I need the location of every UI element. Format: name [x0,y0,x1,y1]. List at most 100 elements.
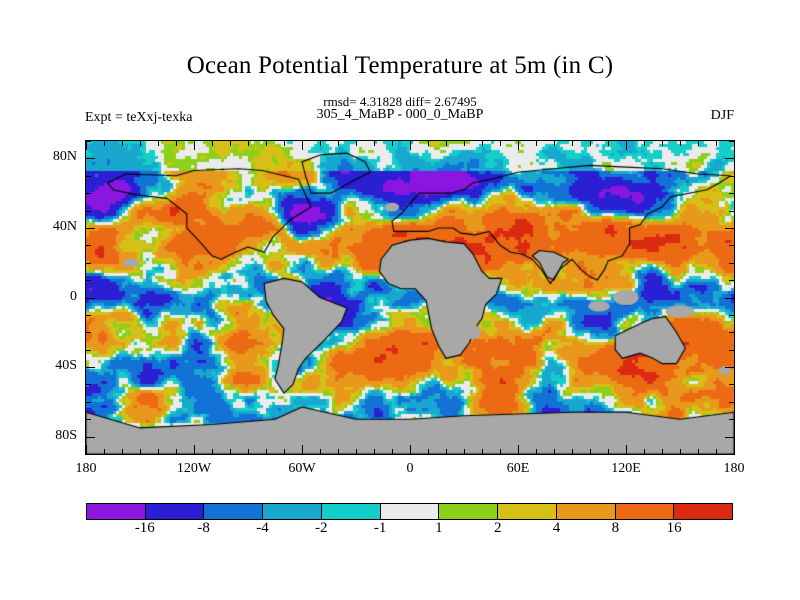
axis-tick [86,436,95,438]
axis-tick [626,445,627,454]
axis-tick [729,384,734,386]
axis-tick [86,401,91,403]
axis-tick [626,141,627,150]
season-label: DJF [710,108,734,123]
colorbar-swatch [204,504,264,519]
colorbar-swatch [556,504,616,519]
x-axis-label: 0 [406,461,414,476]
axis-tick [698,141,699,146]
axis-tick [392,449,393,454]
axis-tick [194,141,195,150]
axis-tick [464,449,465,454]
axis-tick [374,449,375,454]
axis-tick [729,314,734,316]
axis-tick [716,141,717,146]
colorbar-tick-label: -1 [373,520,387,536]
axis-tick [104,141,105,146]
colorbar-swatch [615,504,675,519]
axis-tick [536,449,537,454]
axis-tick [716,449,717,454]
axis-tick [86,419,91,421]
colorbar [86,503,733,520]
colorbar-tick-label: -16 [134,520,155,536]
axis-tick [86,245,91,247]
axis-tick [86,384,91,386]
axis-tick [725,297,734,299]
axis-tick [374,141,375,146]
experiment-label: Expt = teXxj-texka [85,110,193,125]
axis-tick [729,454,734,455]
axis-tick [572,141,573,146]
axis-tick [86,367,95,369]
x-axis-label: 120E [611,461,641,476]
axis-tick [86,227,95,229]
axis-tick [176,141,177,146]
axis-tick [230,449,231,454]
case-label: 305_4_MaBP - 000_0_MaBP [316,107,484,122]
axis-tick [446,449,447,454]
axis-tick [356,449,357,454]
axis-tick [554,141,555,146]
axis-tick [729,262,734,264]
colorbar-tick-label: -2 [315,520,328,536]
axis-tick [338,141,339,146]
y-axis-label: 80S [55,427,77,443]
colorbar-swatch [145,504,205,519]
axis-tick [536,141,537,146]
axis-tick [729,210,734,212]
axis-tick [725,436,734,438]
axis-tick [500,141,501,146]
axis-tick [86,141,87,150]
axis-tick [248,141,249,146]
x-axis-label: 180 [75,461,97,476]
axis-tick [572,449,573,454]
axis-tick [176,449,177,454]
map-plot-area [85,140,735,455]
axis-tick [725,367,734,369]
axis-tick [734,445,735,454]
axis-tick [104,449,105,454]
axis-tick [86,332,91,334]
axis-tick [86,280,91,282]
axis-tick [302,445,303,454]
axis-tick [86,175,91,177]
x-axis-label: 180 [723,461,745,476]
axis-tick [266,449,267,454]
axis-tick [392,141,393,146]
axis-tick [212,141,213,146]
axis-tick [680,141,681,146]
axis-tick [158,449,159,454]
axis-tick [410,141,411,150]
axis-tick [122,449,123,454]
axis-tick [590,449,591,454]
x-axis-label: 120W [176,461,212,476]
axis-tick [518,141,519,150]
axis-tick [608,141,609,146]
axis-tick [86,454,91,455]
axis-tick [338,449,339,454]
colorbar-tick-label: -4 [256,520,269,536]
axis-tick [644,449,645,454]
y-axis-label: 40N [52,218,77,234]
axis-tick [729,280,734,282]
statistics-line: rmsd= 4.31828 diff= 2.67495 [323,94,477,109]
y-axis-label: 0 [70,288,77,304]
colorbar-tick-label: -8 [197,520,210,536]
x-axis-label: 60W [288,461,316,476]
colorbar-swatch [380,504,440,519]
axis-tick [320,141,321,146]
axis-tick [464,141,465,146]
axis-tick [729,419,734,421]
colorbar-tick-label: 1 [435,520,443,536]
axis-tick [86,297,95,299]
colorbar-tick-label: 2 [493,520,502,536]
colorbar-swatch [87,504,146,519]
axis-tick [86,445,87,454]
axis-tick [608,449,609,454]
axis-tick [729,175,734,177]
axis-tick [284,141,285,146]
axis-tick [428,449,429,454]
axis-tick [230,141,231,146]
axis-tick [302,141,303,150]
y-axis-label: 80N [52,149,77,165]
